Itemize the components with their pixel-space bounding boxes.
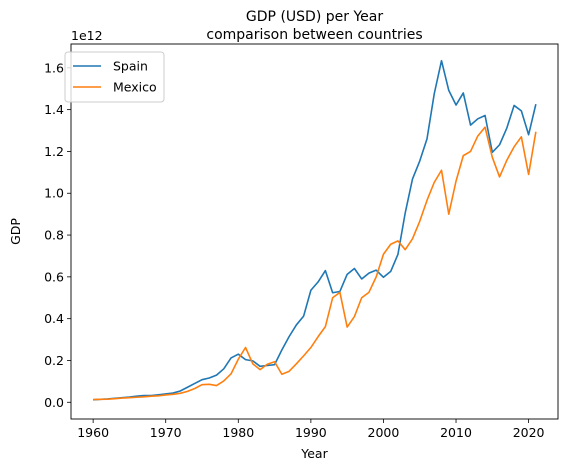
legend: Spain Mexico (64, 51, 165, 103)
series-line-spain (93, 59, 537, 401)
y-tick-label: 0.8 (44, 228, 64, 243)
x-tick-label: 1960 (77, 425, 109, 440)
y-tick-label: 1.6 (44, 60, 64, 75)
chart-title: GDP (USD) per Year (246, 9, 383, 25)
series-lines (93, 59, 537, 401)
x-axis-ticks: 1960 1970 1980 1990 2000 2010 2020 (77, 419, 545, 440)
legend-label-mexico: Mexico (113, 80, 157, 95)
chart-subtitle: comparison between countries (206, 27, 422, 43)
y-axis-label: GDP (8, 218, 23, 245)
plot-background (71, 44, 558, 419)
legend-box (64, 51, 165, 103)
x-tick-label: 2020 (513, 425, 545, 440)
x-tick-label: 2010 (440, 425, 472, 440)
y-tick-label: 1.0 (44, 186, 64, 201)
y-axis-ticks: 0.0 0.2 0.4 0.6 0.8 1.0 1.2 1.4 1.6 (44, 60, 71, 410)
x-tick-label: 2000 (368, 425, 400, 440)
x-axis-label: Year (300, 446, 328, 461)
y-tick-label: 1.4 (44, 102, 64, 117)
y-multiplier-label: 1e12 (71, 28, 103, 43)
series-line-mexico (93, 126, 537, 401)
y-tick-label: 0.2 (44, 353, 64, 368)
x-tick-label: 1970 (150, 425, 182, 440)
x-tick-label: 1990 (295, 425, 327, 440)
legend-label-spain: Spain (113, 59, 148, 74)
x-tick-label: 1980 (222, 425, 254, 440)
y-tick-label: 0.4 (44, 311, 64, 326)
y-tick-label: 0.6 (44, 269, 64, 284)
plot-frame (70, 43, 559, 420)
y-tick-label: 1.2 (44, 144, 64, 159)
y-tick-label: 0.0 (44, 395, 64, 410)
